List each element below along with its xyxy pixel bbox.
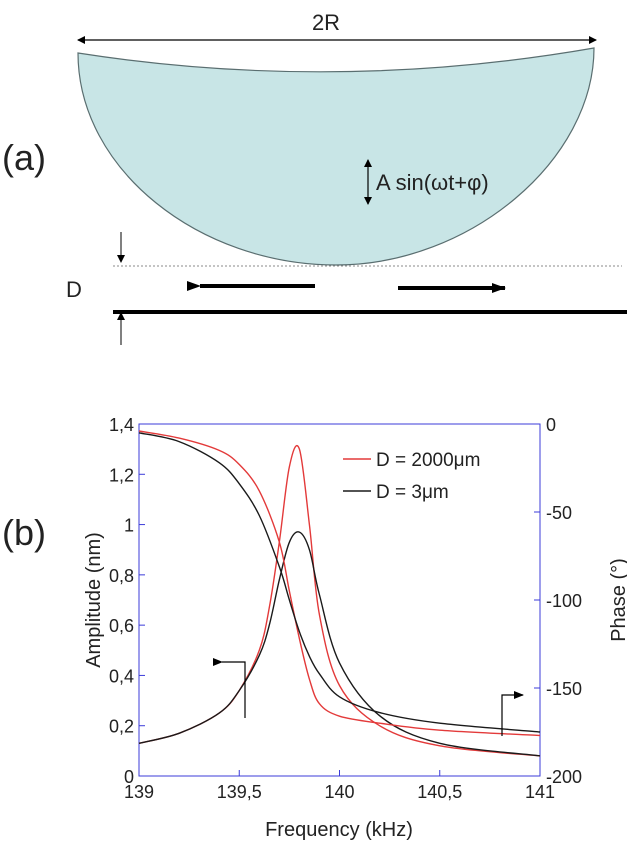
bottom-tick-label: 140 <box>324 782 354 802</box>
panel-a-label: (a) <box>2 137 46 178</box>
panel-b: (b) 00,20,40,60,811,21,4 0-50-100-150-20… <box>2 415 627 841</box>
left-axis-ticks: 00,20,40,60,811,21,4 <box>109 415 145 787</box>
x-axis-label: Frequency (kHz) <box>265 819 413 841</box>
gap-label: D <box>66 277 82 302</box>
width-label: 2R <box>312 10 340 35</box>
panel-b-label: (b) <box>2 512 46 553</box>
left-tick-label: 1 <box>124 516 134 536</box>
amplitude-line-0 <box>139 446 540 756</box>
y-axis-right-label: Phase (°) <box>608 558 627 642</box>
bottom-tick-label: 140,5 <box>417 782 462 802</box>
bottom-axis-ticks: 139 139,5 140 140,5 141 <box>124 770 555 802</box>
left-tick-label: 0,8 <box>109 566 134 586</box>
panel-a: 2R (a) A sin(ωt+φ) D <box>2 10 627 345</box>
left-tick-label: 1,4 <box>109 415 134 435</box>
bottom-tick-label: 141 <box>525 782 555 802</box>
amplitude-line-1 <box>139 532 540 756</box>
chart-plot: 00,20,40,60,811,21,4 0-50-100-150-200 13… <box>109 415 582 802</box>
left-tick-label: 0,2 <box>109 717 134 737</box>
bottom-tick-label: 139,5 <box>217 782 262 802</box>
legend: D = 2000μm D = 3μm <box>343 450 480 503</box>
left-axis-indicator-arrow <box>222 662 245 718</box>
y-axis-left-label: Amplitude (nm) <box>83 532 105 668</box>
oscillation-label: A sin(ωt+φ) <box>376 170 489 195</box>
left-tick-label: 0,4 <box>109 666 134 686</box>
series-layer <box>139 431 540 756</box>
right-axis-ticks: 0-50-100-150-200 <box>534 415 582 787</box>
right-tick-label: -150 <box>546 679 582 699</box>
bottom-tick-label: 139 <box>124 782 154 802</box>
legend-label-2: D = 3μm <box>376 482 449 503</box>
plot-area-frame <box>139 424 540 776</box>
phase-line-2 <box>139 431 540 736</box>
phase-line-3 <box>139 433 540 732</box>
legend-label-1: D = 2000μm <box>376 450 480 471</box>
right-tick-label: -100 <box>546 591 582 611</box>
right-tick-label: 0 <box>546 415 556 435</box>
left-tick-label: 1,2 <box>109 465 134 485</box>
right-tick-label: -50 <box>546 503 572 523</box>
left-tick-label: 0,6 <box>109 616 134 636</box>
sphere-cap <box>78 48 594 265</box>
